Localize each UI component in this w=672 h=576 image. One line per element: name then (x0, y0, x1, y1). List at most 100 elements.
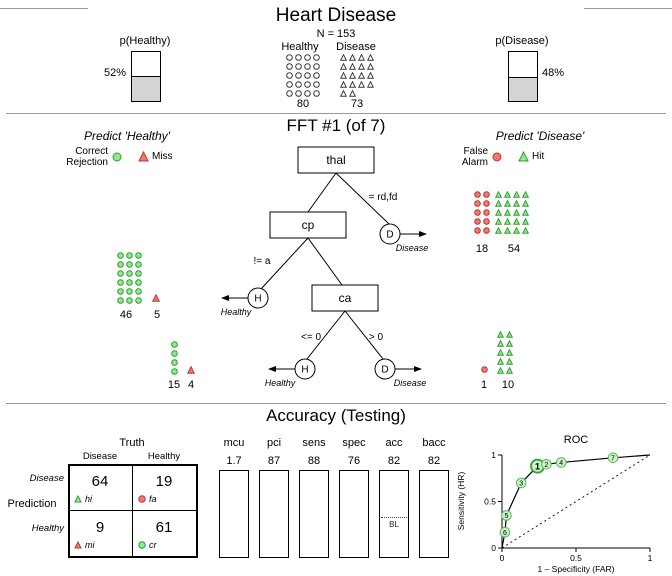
mi-icon (74, 541, 82, 549)
p-disease-label: p(Disease) (495, 35, 549, 47)
node-label-thal: thal (326, 153, 345, 167)
hi-icon (74, 495, 82, 503)
roc-point-6 (499, 526, 511, 538)
top-left-rule (0, 8, 88, 9)
miss-icon (138, 151, 149, 162)
matrix-cell-fa-tag: fa (138, 494, 157, 504)
roc-point-5 (501, 510, 512, 521)
roc-point-label-5: 5 (504, 513, 508, 520)
roc-points: 6 5 3 1 2 4 7 (499, 452, 619, 538)
page-title: Heart Disease (275, 5, 397, 26)
level-column-bacc: bacc 82 (419, 437, 449, 558)
roc-ytick-label-1: 1 (491, 450, 496, 460)
hit-count-1: 54 (507, 243, 521, 255)
miss-legend-label: Miss (152, 151, 173, 162)
correct-rejection-count-2: 15 (167, 379, 181, 391)
correct-rejection-count-1: 46 (119, 309, 133, 321)
branch-label-le0: <= 0 (301, 332, 321, 343)
truth-label: Truth (119, 437, 145, 449)
roc-ytick-label-0: 0 (491, 543, 496, 553)
disease-count: 73 (350, 98, 364, 110)
roc-point-7 (607, 452, 619, 464)
hit-legend-label: Hit (532, 151, 545, 162)
p-disease-bar (508, 51, 538, 102)
matrix-cell-hi-value: 64 (91, 473, 109, 490)
exit-label-healthy-2: Healthy (265, 378, 296, 388)
cr-icon (138, 541, 146, 549)
level-bar-sens (299, 470, 329, 558)
matrix-vertical-divider (132, 466, 133, 556)
matrix-cell-hi-tag: hi (74, 494, 92, 504)
level-name: mcu (223, 437, 245, 449)
false-alarm-count-2: 1 (480, 379, 488, 391)
fa-icon (138, 495, 146, 503)
predict-healthy-header: Predict 'Healthy' (84, 129, 170, 143)
correct-rejection-icon-array-2 (171, 341, 178, 375)
level-bar-acc: BL (379, 470, 409, 558)
exit-letter-d1: D (386, 230, 393, 241)
exit-letter-d2: D (381, 365, 388, 376)
hit-count-2: 10 (501, 379, 515, 391)
roc-point-label-4: 4 (559, 460, 563, 467)
disease-population-icon-array (340, 54, 374, 97)
roc-ytick-label-05: 0.5 (484, 497, 496, 507)
roc-point-4 (555, 457, 567, 468)
level-name: acc (385, 437, 403, 449)
level-name: sens (302, 437, 326, 449)
level-bar-bacc (419, 470, 449, 558)
matrix-row-healthy: Healthy (31, 523, 64, 534)
roc-point-label-1: 1 (535, 461, 540, 471)
level-bar-spec (339, 470, 369, 558)
level-bar-pci (259, 470, 289, 558)
branch-label-gt0: > 0 (369, 332, 384, 343)
roc-xtick-label-1: 1 (648, 553, 653, 563)
roc-diagonal-reference-line (501, 454, 651, 549)
p-disease-bar-fill (509, 77, 537, 101)
exit-letter-h1: H (254, 294, 261, 305)
node-box-thal (297, 146, 375, 174)
hit-icon (518, 151, 529, 162)
roc-point-label-2: 2 (544, 462, 548, 469)
matrix-cell-mi-tag: mi (74, 540, 95, 550)
branch-label-rdfd: = rd,fd (369, 192, 398, 203)
matrix-col-healthy: Healthy (147, 451, 181, 462)
matrix-cell-cr-tag: cr (138, 540, 157, 550)
matrix-cell-cr-value: 61 (155, 519, 173, 536)
level-column-spec: spec 76 (339, 437, 369, 558)
level-value: 88 (307, 455, 321, 467)
roc-point-label-7: 7 (611, 455, 615, 462)
fft-tree-diagram: thal cp ca = rd,fd != a <= 0 > 0 D Disea… (221, 146, 428, 388)
node-label-cp: cp (302, 218, 315, 232)
roc-xtick-label-0: 0 (500, 553, 505, 563)
miss-count-1: 5 (153, 309, 161, 321)
false-alarm-icon (492, 152, 502, 162)
false-alarm-icon-array-2 (481, 366, 488, 373)
p-healthy-bar (131, 51, 161, 102)
miss-count-2: 4 (187, 379, 195, 391)
level-value: 82 (427, 455, 441, 467)
level-name: spec (342, 437, 366, 449)
level-value: 1.7 (226, 455, 242, 467)
section-divider-bottom (6, 403, 666, 404)
matrix-row-disease: Disease (29, 473, 64, 484)
exit-label-healthy-1: Healthy (221, 307, 252, 317)
miss-icon-array-2 (187, 366, 195, 374)
branch-line-thal-disease (335, 172, 390, 225)
node-label-ca: ca (339, 291, 352, 305)
roc-xtick-label-05: 0.5 (570, 553, 582, 563)
baseline-label: BL (389, 520, 399, 529)
fft-title: FFT #1 (of 7) (286, 116, 386, 135)
node-box-ca (311, 284, 379, 312)
roc-title: ROC (564, 434, 589, 446)
false-alarm-legend-label: False Alarm (461, 146, 488, 168)
branch-line-ca-disease (344, 310, 384, 360)
baseline-line (381, 517, 407, 518)
predict-disease-header: Predict 'Disease' (495, 129, 585, 143)
level-value: 82 (387, 455, 401, 467)
miss-icon-array-1 (152, 294, 160, 302)
exit-letter-h2: H (301, 365, 308, 376)
matrix-cell-fa-value: 19 (155, 473, 173, 490)
roc-plot: ROC 1 0.5 0 0 0.5 1 Sensitivity (HR) 1 –… (456, 434, 653, 574)
correct-rejection-legend-label: Correct Rejection (66, 146, 108, 168)
healthy-column-label: Healthy (281, 41, 319, 53)
